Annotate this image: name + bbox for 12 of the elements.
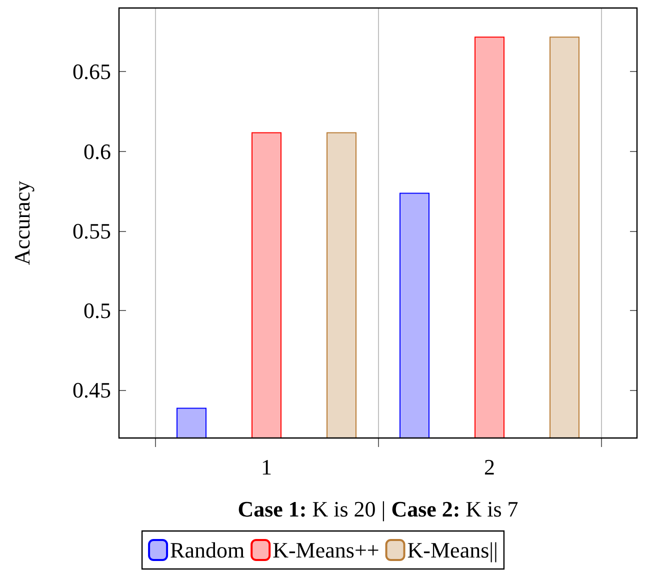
y-axis-title: Accuracy <box>10 180 34 266</box>
y-tick-label: 0.45 <box>72 378 111 403</box>
legend-label: K-Means|| <box>407 538 498 562</box>
y-tick-label: 0.5 <box>84 298 111 324</box>
y-tick-label: 0.55 <box>72 218 111 244</box>
legend-label: Random <box>170 538 245 562</box>
x-tick-label: 1 <box>261 454 272 480</box>
y-tick-label: 0.6 <box>84 138 111 164</box>
x-tick-label: 2 <box>484 454 495 480</box>
y-tick-label: 0.65 <box>72 59 111 84</box>
x-axis-title: Case 1: K is 20 | Case 2: K is 7 <box>238 496 518 522</box>
legend-label: K-Means++ <box>272 538 380 562</box>
